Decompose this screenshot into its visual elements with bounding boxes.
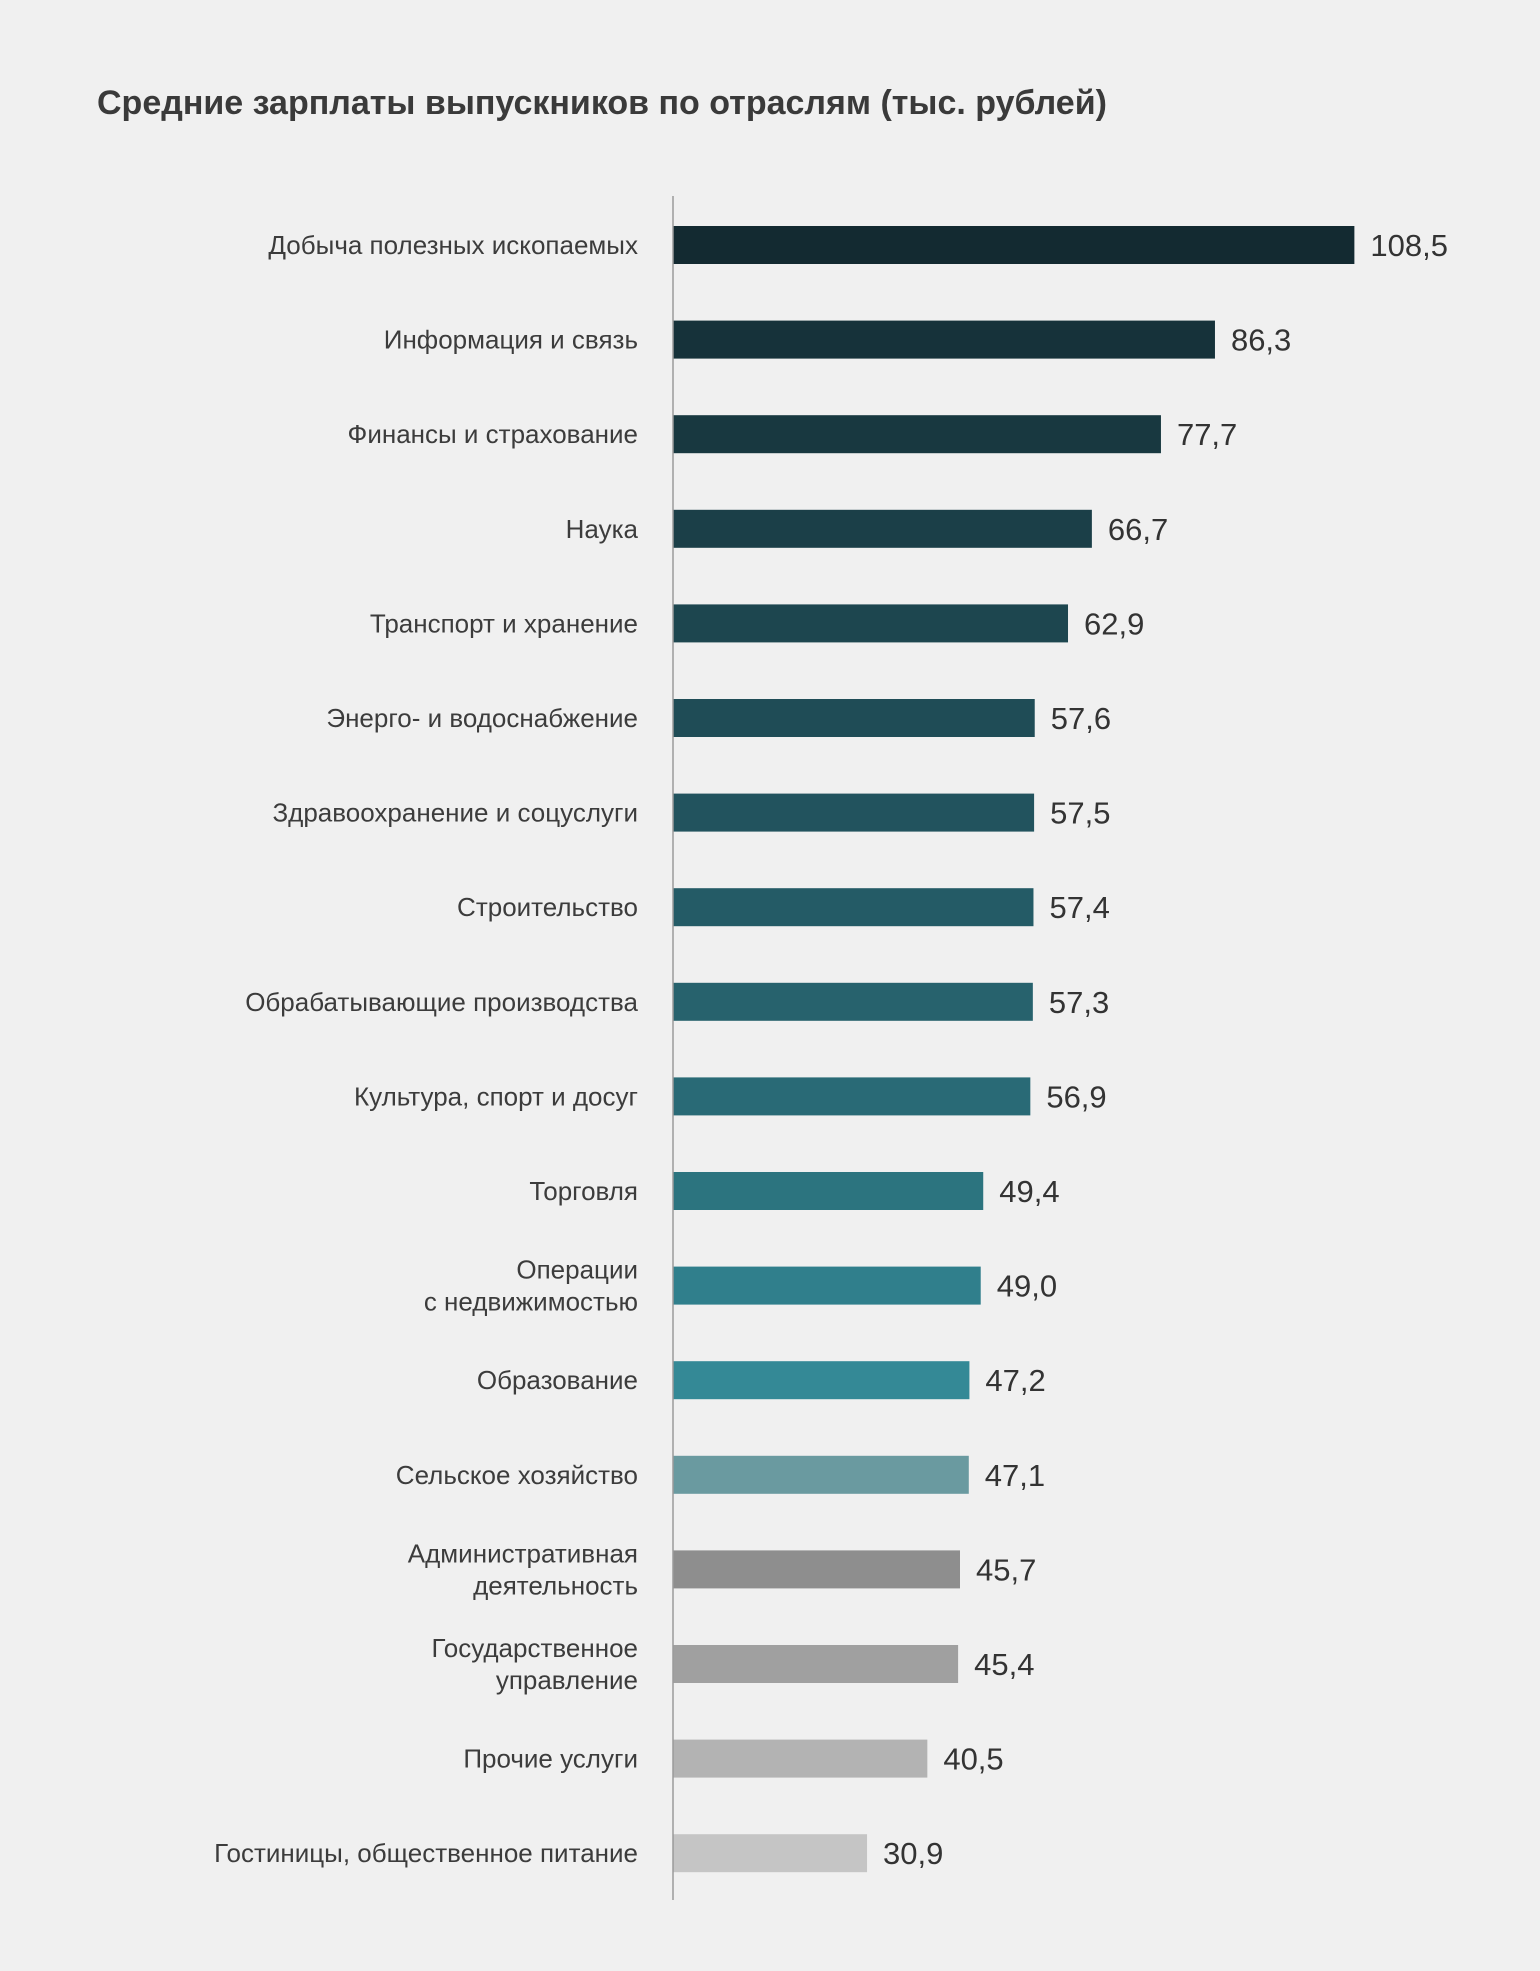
category-label: Здравоохранение и соцуслуги [272,798,638,828]
category-label-line: Информация и связь [384,325,638,355]
category-labels-layer: Добыча полезных ископаемых Информация и с… [214,230,638,1868]
category-label-line: Прочие услуги [463,1744,638,1774]
value-label: 57,5 [1050,796,1110,831]
bar [673,320,1215,359]
category-label-line: Финансы и страхование [348,419,638,449]
bar [673,793,1035,832]
category-label: Строительство [457,892,638,922]
value-label: 108,5 [1370,228,1448,263]
value-label: 57,6 [1051,701,1111,736]
category-label: Транспорт и хранение [370,608,638,638]
category-label-line: Культура, спорт и досуг [354,1081,638,1111]
category-label: Добыча полезных ископаемых [268,230,638,260]
category-label-line: Обрабатывающие производства [245,987,638,1017]
category-label: Государственное управление [431,1633,638,1695]
category-label-line: Наука [566,514,639,544]
bar [673,1550,960,1589]
category-label-line: с недвижимостью [424,1287,638,1317]
bars-layer [673,226,1355,1873]
value-label: 49,4 [999,1174,1059,1209]
bar [673,415,1161,454]
bar [673,1361,970,1400]
category-label: Финансы и страхование [348,419,638,449]
category-label: Гостиницы, общественное питание [214,1838,638,1868]
category-label-line: управление [496,1665,638,1695]
value-label: 56,9 [1046,1079,1106,1114]
category-label: Сельское хозяйство [396,1460,638,1490]
bar [673,1834,868,1873]
category-label-line: Энерго- и водоснабжение [326,703,638,733]
category-label: Административная деятельность [408,1538,638,1600]
value-label: 30,9 [883,1836,943,1871]
category-label-line: Государственное [431,1633,638,1663]
bar [673,888,1034,927]
value-label: 47,1 [985,1458,1045,1493]
value-label: 57,4 [1049,890,1109,925]
category-label: Наука [566,514,639,544]
value-label: 45,7 [976,1552,1036,1587]
value-label: 49,0 [997,1269,1057,1304]
value-label: 47,2 [985,1363,1045,1398]
value-label: 40,5 [943,1742,1003,1777]
category-label-line: Сельское хозяйство [396,1460,638,1490]
bar [673,1645,959,1683]
bar [673,226,1355,264]
category-label: Операции с недвижимостью [424,1255,638,1317]
category-label-line: Транспорт и хранение [370,608,638,638]
bar [673,1266,981,1305]
category-label-line: Торговля [529,1176,638,1206]
category-label-line: деятельность [473,1570,638,1600]
chart-title: Средние зарплаты выпускников по отраслям… [97,84,1107,122]
category-label: Обрабатывающие производства [245,987,638,1017]
category-label-line: Образование [477,1365,638,1395]
category-label: Торговля [529,1176,638,1206]
category-label-line: Операции [516,1255,638,1285]
category-label-line: Добыча полезных ископаемых [268,230,638,260]
category-label-line: Строительство [457,892,638,922]
category-label-line: Здравоохранение и соцуслуги [272,798,638,828]
value-label: 66,7 [1108,512,1168,547]
category-label-line: Гостиницы, общественное питание [214,1838,638,1868]
bar [673,604,1069,643]
category-label: Образование [477,1365,638,1395]
value-label: 86,3 [1231,323,1291,358]
category-label: Информация и связь [384,325,638,355]
value-label: 77,7 [1177,417,1237,452]
category-label: Прочие услуги [463,1744,638,1774]
bar [673,982,1033,1021]
bar [673,1172,984,1210]
bar [673,1739,928,1778]
category-label-line: Административная [408,1538,638,1568]
bar [673,509,1092,548]
bar [673,1077,1031,1116]
value-labels-layer: 108,5 86,3 77,7 66,7 62,9 57,6 57,5 57,4 57,3 56,… [883,228,1448,1871]
category-label: Энерго- и водоснабжение [326,703,638,733]
category-label: Культура, спорт и досуг [354,1081,638,1111]
value-label: 62,9 [1084,606,1144,641]
value-label: 57,3 [1049,985,1109,1020]
bar [673,699,1035,737]
value-label: 45,4 [974,1647,1034,1682]
bar [673,1455,969,1494]
